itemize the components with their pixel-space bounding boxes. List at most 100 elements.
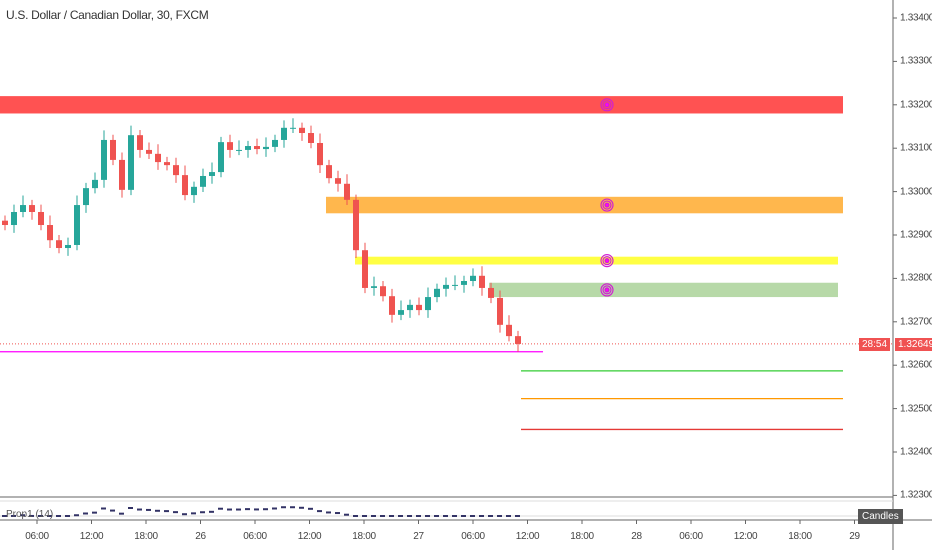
- candle-body: [353, 199, 359, 251]
- candle-body: [11, 211, 17, 226]
- price-tick-label: 1.33000: [900, 186, 932, 198]
- indicator-bar: [263, 508, 268, 511]
- candle-body: [344, 183, 350, 200]
- target-marker-icon: [600, 98, 614, 112]
- indicator-bar: [497, 515, 502, 517]
- candle-body: [308, 133, 314, 143]
- time-tick-label: 29: [849, 531, 860, 542]
- candle-body: [371, 286, 377, 288]
- target-marker-icon: [602, 200, 612, 210]
- time-tick-label: 26: [195, 531, 206, 542]
- candle-body: [272, 139, 278, 147]
- indicator-bar: [443, 515, 448, 517]
- candle-body: [191, 186, 197, 196]
- indicator-bar: [47, 515, 52, 517]
- target-marker-icon: [604, 102, 610, 108]
- indicator-bar: [461, 515, 466, 517]
- candle-body: [317, 142, 323, 166]
- candle-body: [218, 142, 224, 173]
- price-tick-label: 1.32600: [900, 359, 932, 371]
- candle-body: [173, 165, 179, 176]
- time-tick-label: 18:00: [352, 531, 376, 542]
- indicator-bar: [92, 511, 97, 514]
- candle-body: [56, 240, 62, 249]
- candle-body: [110, 139, 116, 160]
- time-tick-label: 12:00: [297, 531, 322, 542]
- price-tick-label: 1.32700: [900, 316, 932, 328]
- indicator-bar: [308, 507, 313, 510]
- indicator-bar: [29, 514, 34, 517]
- indicator-bar: [425, 515, 430, 517]
- indicator-bar: [362, 515, 367, 517]
- candle-body: [164, 162, 170, 166]
- indicator-bar: [74, 514, 79, 517]
- indicator-bar: [488, 515, 493, 517]
- candle-body: [92, 179, 98, 189]
- indicator-bar: [20, 514, 25, 517]
- price-tick-label: 1.33200: [900, 99, 932, 111]
- zone-red: [0, 96, 843, 114]
- indicator-bar: [416, 515, 421, 517]
- candle-body: [38, 211, 44, 226]
- indicator-bar: [479, 515, 484, 517]
- indicator-bar: [506, 515, 511, 517]
- indicator-bar: [335, 512, 340, 515]
- candle-body: [434, 288, 440, 298]
- candle-body: [290, 127, 296, 129]
- candle-body: [416, 304, 422, 311]
- candle-body: [29, 205, 35, 212]
- candle-body: [74, 205, 80, 245]
- indicator-bar: [83, 512, 88, 515]
- time-tick-label: 06:00: [25, 531, 49, 542]
- indicator-bar: [56, 515, 61, 517]
- indicator-bar: [281, 506, 286, 509]
- candles-button[interactable]: Candles: [858, 509, 903, 524]
- candle-body: [137, 135, 143, 150]
- indicator-bar: [128, 507, 133, 509]
- price-tick-label: 1.33100: [900, 142, 932, 154]
- candle-body: [515, 336, 521, 344]
- indicator-bar: [353, 515, 358, 517]
- candle-body: [380, 286, 386, 297]
- indicator-bar: [137, 508, 142, 511]
- indicator-bar: [218, 507, 223, 510]
- indicator-bar: [146, 508, 151, 511]
- countdown-badge: 28:54: [859, 338, 891, 351]
- indicator-bar: [371, 515, 376, 517]
- target-marker-icon: [600, 198, 614, 212]
- candle-body: [47, 225, 53, 241]
- target-marker-icon: [604, 202, 610, 208]
- candle-body: [209, 172, 215, 176]
- price-tick-label: 1.32300: [900, 489, 932, 501]
- candle-body: [281, 127, 287, 140]
- indicator-bar: [11, 514, 16, 517]
- indicator-bar: [236, 508, 241, 511]
- candle-body: [299, 127, 305, 134]
- indicator-bar: [119, 512, 124, 515]
- target-marker-icon: [602, 100, 612, 110]
- target-marker-icon: [600, 283, 614, 297]
- indicator-bar: [110, 509, 115, 512]
- candle-body: [479, 275, 485, 288]
- candle-body: [335, 178, 341, 184]
- symbol-title: U.S. Dollar / Canadian Dollar, 30, FXCM: [6, 8, 209, 22]
- candle-body: [128, 135, 134, 190]
- indicator-bar: [191, 512, 196, 515]
- zone-orange: [326, 196, 843, 214]
- candle-body: [20, 205, 26, 212]
- price-tick-label: 1.32400: [900, 446, 932, 458]
- price-tick-label: 1.32500: [900, 403, 932, 415]
- candle-body: [236, 149, 242, 151]
- target-marker-icon: [604, 287, 610, 293]
- candle-body: [65, 244, 71, 249]
- candle-body: [362, 250, 368, 288]
- indicator-bar: [65, 515, 70, 517]
- candle-body: [227, 142, 233, 150]
- indicator-bar: [200, 511, 205, 514]
- time-tick-label: 06:00: [679, 531, 703, 542]
- indicator-bar: [290, 506, 295, 509]
- indicator-bar: [245, 508, 250, 511]
- indicator-bar: [155, 509, 160, 512]
- indicator-label[interactable]: Prop1 (14): [6, 509, 54, 520]
